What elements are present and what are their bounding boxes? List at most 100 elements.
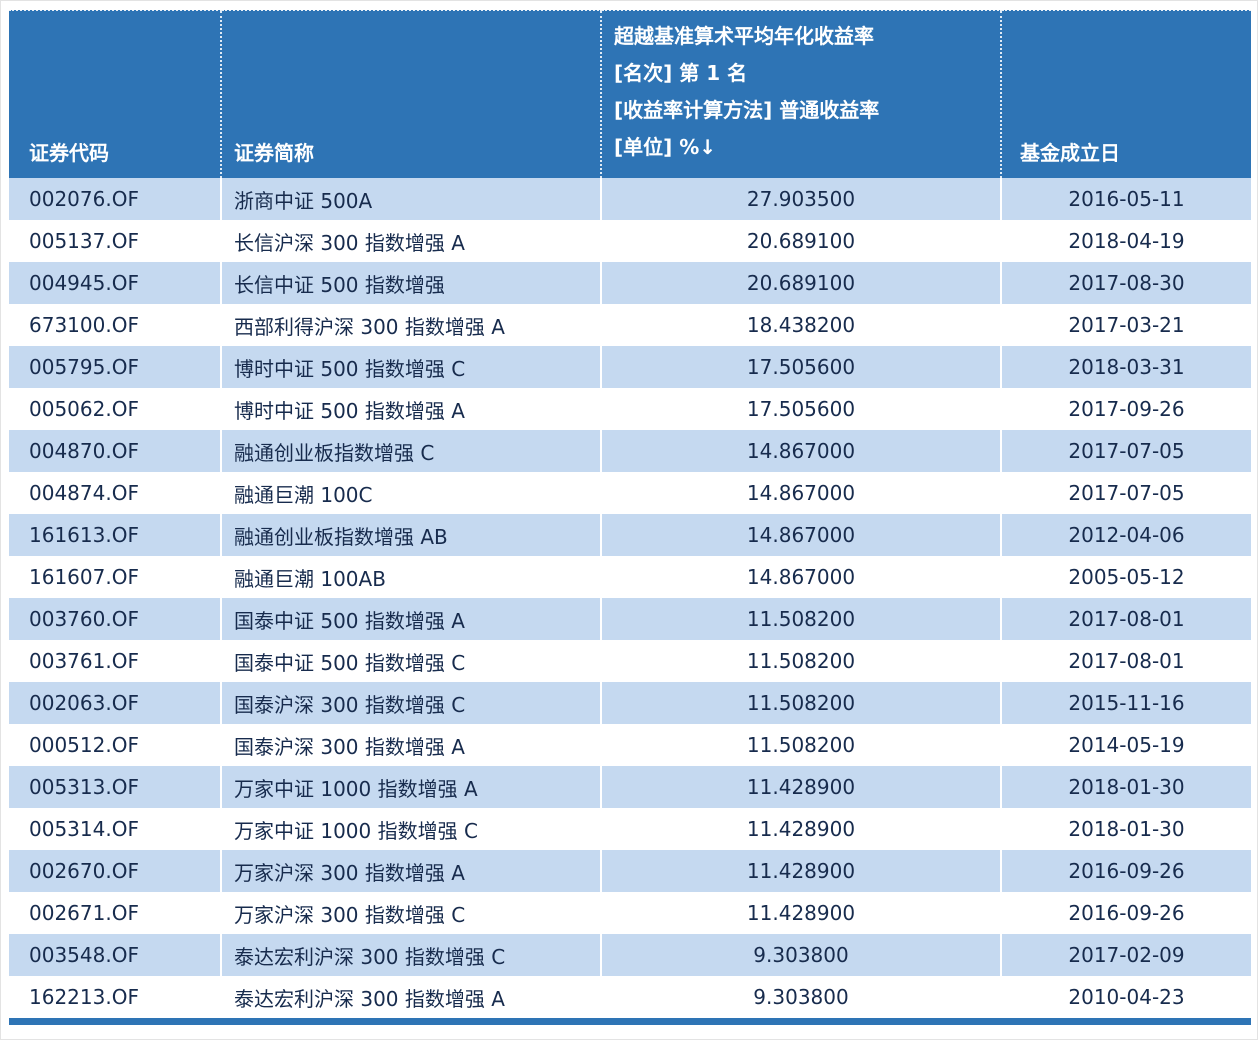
cell-return-value[interactable]: 17.505600	[600, 388, 1001, 430]
cell-inception-date[interactable]: 2017-02-09	[1000, 934, 1251, 976]
cell-return-value[interactable]: 14.867000	[600, 514, 1001, 556]
cell-inception-date[interactable]: 2005-05-12	[1000, 556, 1251, 598]
cell-return-value[interactable]: 27.903500	[600, 178, 1001, 220]
cell-security-code[interactable]: 005137.OF	[29, 229, 139, 253]
cell-security-name[interactable]: 国泰中证 500 指数增强 A	[220, 598, 601, 640]
cell-return-value[interactable]: 20.689100	[600, 262, 1001, 304]
cell-security-code[interactable]: 161607.OF	[29, 565, 139, 589]
cell-security-code[interactable]: 002076.OF	[29, 187, 139, 211]
table-row[interactable]: 005795.OF 博时中证 500 指数增强 C 17.505600 2018…	[9, 346, 1251, 388]
cell-security-name[interactable]: 浙商中证 500A	[220, 178, 601, 220]
table-row[interactable]: 003760.OF 国泰中证 500 指数增强 A 11.508200 2017…	[9, 598, 1251, 640]
cell-security-code[interactable]: 002063.OF	[29, 691, 139, 715]
cell-return-value[interactable]: 11.508200	[600, 724, 1001, 766]
cell-inception-date[interactable]: 2016-05-11	[1000, 178, 1251, 220]
cell-security-code[interactable]: 002670.OF	[29, 859, 139, 883]
cell-inception-date[interactable]: 2018-04-19	[1000, 220, 1251, 262]
cell-inception-date[interactable]: 2016-09-26	[1000, 892, 1251, 934]
cell-inception-date[interactable]: 2010-04-23	[1000, 976, 1251, 1018]
cell-security-code[interactable]: 003761.OF	[29, 649, 139, 673]
table-row[interactable]: 003761.OF 国泰中证 500 指数增强 C 11.508200 2017…	[9, 640, 1251, 682]
cell-inception-date[interactable]: 2017-08-01	[1000, 640, 1251, 682]
table-row[interactable]: 004870.OF 融通创业板指数增强 C 14.867000 2017-07-…	[9, 430, 1251, 472]
cell-return-value[interactable]: 11.508200	[600, 598, 1001, 640]
cell-security-code[interactable]: 003548.OF	[29, 943, 139, 967]
cell-security-name[interactable]: 国泰中证 500 指数增强 C	[220, 640, 601, 682]
cell-security-name[interactable]: 长信沪深 300 指数增强 A	[220, 220, 601, 262]
cell-return-value[interactable]: 11.428900	[600, 892, 1001, 934]
cell-inception-date[interactable]: 2016-09-26	[1000, 850, 1251, 892]
cell-inception-date[interactable]: 2017-07-05	[1000, 430, 1251, 472]
cell-return-value[interactable]: 9.303800	[600, 934, 1001, 976]
cell-security-name[interactable]: 万家沪深 300 指数增强 A	[220, 850, 601, 892]
cell-security-name[interactable]: 泰达宏利沪深 300 指数增强 A	[220, 976, 601, 1018]
cell-return-value[interactable]: 14.867000	[600, 430, 1001, 472]
cell-security-code[interactable]: 004870.OF	[29, 439, 139, 463]
cell-inception-date[interactable]: 2017-08-30	[1000, 262, 1251, 304]
cell-security-name[interactable]: 融通巨潮 100AB	[220, 556, 601, 598]
cell-return-value[interactable]: 11.428900	[600, 766, 1001, 808]
cell-security-name[interactable]: 万家中证 1000 指数增强 C	[220, 808, 601, 850]
cell-inception-date[interactable]: 2018-01-30	[1000, 766, 1251, 808]
table-row[interactable]: 004874.OF 融通巨潮 100C 14.867000 2017-07-05	[9, 472, 1251, 514]
cell-security-code[interactable]: 002671.OF	[29, 901, 139, 925]
cell-security-name[interactable]: 博时中证 500 指数增强 A	[220, 388, 601, 430]
cell-security-name[interactable]: 西部利得沪深 300 指数增强 A	[220, 304, 601, 346]
cell-security-name[interactable]: 融通创业板指数增强 AB	[220, 514, 601, 556]
table-row[interactable]: 005314.OF 万家中证 1000 指数增强 C 11.428900 201…	[9, 808, 1251, 850]
cell-inception-date[interactable]: 2017-08-01	[1000, 598, 1251, 640]
cell-return-value[interactable]: 11.508200	[600, 640, 1001, 682]
cell-inception-date[interactable]: 2018-03-31	[1000, 346, 1251, 388]
cell-security-code[interactable]: 005314.OF	[29, 817, 139, 841]
table-row[interactable]: 002671.OF 万家沪深 300 指数增强 C 11.428900 2016…	[9, 892, 1251, 934]
cell-security-code[interactable]: 004945.OF	[29, 271, 139, 295]
cell-security-code[interactable]: 003760.OF	[29, 607, 139, 631]
cell-security-code[interactable]: 161613.OF	[29, 523, 139, 547]
cell-security-name[interactable]: 长信中证 500 指数增强	[220, 262, 601, 304]
cell-security-name[interactable]: 融通创业板指数增强 C	[220, 430, 601, 472]
cell-return-value[interactable]: 17.505600	[600, 346, 1001, 388]
cell-security-code[interactable]: 005062.OF	[29, 397, 139, 421]
cell-security-name[interactable]: 融通巨潮 100C	[220, 472, 601, 514]
cell-security-code[interactable]: 005313.OF	[29, 775, 139, 799]
cell-security-code[interactable]: 673100.OF	[29, 313, 139, 337]
table-row[interactable]: 005137.OF 长信沪深 300 指数增强 A 20.689100 2018…	[9, 220, 1251, 262]
table-row[interactable]: 000512.OF 国泰沪深 300 指数增强 A 11.508200 2014…	[9, 724, 1251, 766]
cell-security-name[interactable]: 博时中证 500 指数增强 C	[220, 346, 601, 388]
cell-inception-date[interactable]: 2017-03-21	[1000, 304, 1251, 346]
table-row[interactable]: 005313.OF 万家中证 1000 指数增强 A 11.428900 201…	[9, 766, 1251, 808]
table-row[interactable]: 161607.OF 融通巨潮 100AB 14.867000 2005-05-1…	[9, 556, 1251, 598]
cell-inception-date[interactable]: 2017-09-26	[1000, 388, 1251, 430]
cell-return-value[interactable]: 11.428900	[600, 850, 1001, 892]
cell-inception-date[interactable]: 2015-11-16	[1000, 682, 1251, 724]
cell-security-code[interactable]: 162213.OF	[29, 985, 139, 1009]
cell-return-value[interactable]: 11.508200	[600, 682, 1001, 724]
cell-security-name[interactable]: 国泰沪深 300 指数增强 C	[220, 682, 601, 724]
table-row[interactable]: 003548.OF 泰达宏利沪深 300 指数增强 C 9.303800 201…	[9, 934, 1251, 976]
table-row[interactable]: 161613.OF 融通创业板指数增强 AB 14.867000 2012-04…	[9, 514, 1251, 556]
cell-return-value[interactable]: 18.438200	[600, 304, 1001, 346]
cell-security-name[interactable]: 泰达宏利沪深 300 指数增强 C	[220, 934, 601, 976]
table-row[interactable]: 162213.OF 泰达宏利沪深 300 指数增强 A 9.303800 201…	[9, 976, 1251, 1018]
table-row[interactable]: 002063.OF 国泰沪深 300 指数增强 C 11.508200 2015…	[9, 682, 1251, 724]
cell-return-value[interactable]: 14.867000	[600, 472, 1001, 514]
cell-inception-date[interactable]: 2017-07-05	[1000, 472, 1251, 514]
cell-security-name[interactable]: 万家沪深 300 指数增强 C	[220, 892, 601, 934]
cell-return-value[interactable]: 9.303800	[600, 976, 1001, 1018]
cell-return-value[interactable]: 11.428900	[600, 808, 1001, 850]
table-row[interactable]: 002670.OF 万家沪深 300 指数增强 A 11.428900 2016…	[9, 850, 1251, 892]
table-row[interactable]: 004945.OF 长信中证 500 指数增强 20.689100 2017-0…	[9, 262, 1251, 304]
cell-security-code[interactable]: 004874.OF	[29, 481, 139, 505]
table-row[interactable]: 673100.OF 西部利得沪深 300 指数增强 A 18.438200 20…	[9, 304, 1251, 346]
cell-inception-date[interactable]: 2012-04-06	[1000, 514, 1251, 556]
cell-return-value[interactable]: 14.867000	[600, 556, 1001, 598]
cell-security-code[interactable]: 005795.OF	[29, 355, 139, 379]
table-row[interactable]: 005062.OF 博时中证 500 指数增强 A 17.505600 2017…	[9, 388, 1251, 430]
cell-security-name[interactable]: 国泰沪深 300 指数增强 A	[220, 724, 601, 766]
table-row[interactable]: 002076.OF 浙商中证 500A 27.903500 2016-05-11	[9, 178, 1251, 220]
cell-security-name[interactable]: 万家中证 1000 指数增强 A	[220, 766, 601, 808]
cell-security-code[interactable]: 000512.OF	[29, 733, 139, 757]
metric-header-unit-sort-desc[interactable]: [单位] %↓	[614, 135, 717, 159]
cell-inception-date[interactable]: 2014-05-19	[1000, 724, 1251, 766]
cell-return-value[interactable]: 20.689100	[600, 220, 1001, 262]
